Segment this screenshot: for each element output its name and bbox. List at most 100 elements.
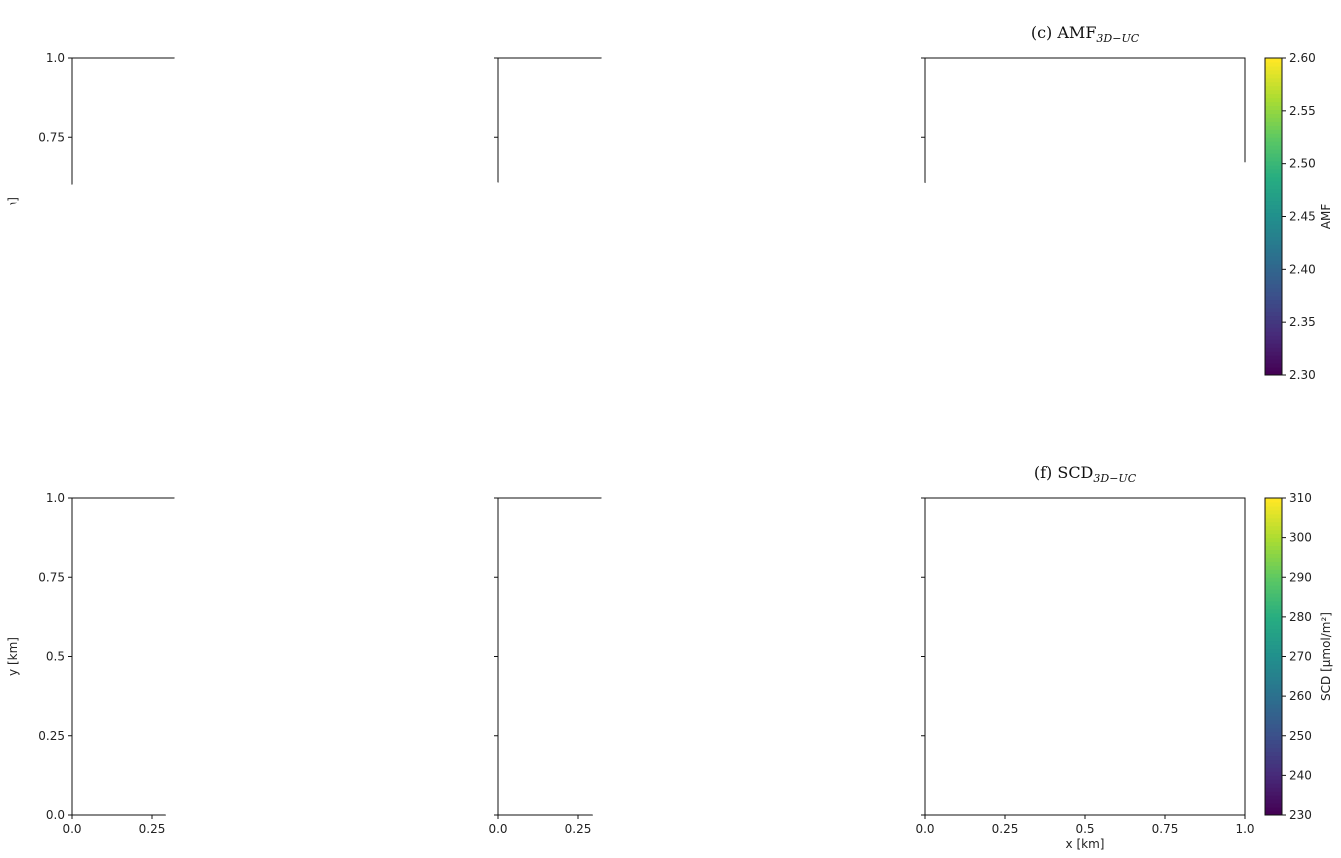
colorbar-step xyxy=(1265,735,1282,741)
x-tick-label: 0.0 xyxy=(488,822,507,836)
colorbar-step xyxy=(1265,557,1282,562)
y-tick-label: 1.0 xyxy=(46,51,65,65)
colorbar-step xyxy=(1265,192,1282,198)
colorbar-tick-label: 300 xyxy=(1289,531,1312,545)
colorbar-step xyxy=(1265,359,1282,364)
x-tick-label: 0.25 xyxy=(565,822,592,836)
colorbar-tick-label: 2.30 xyxy=(1289,368,1316,382)
colorbar-step xyxy=(1265,184,1282,190)
title: (f) SCD3D−UC xyxy=(1034,463,1137,485)
colorbar-step xyxy=(1265,228,1282,233)
colorbar-step xyxy=(1265,743,1282,749)
colorbar-step xyxy=(1265,168,1282,174)
colorbar-step xyxy=(1265,113,1282,118)
colorbar-step xyxy=(1265,236,1282,241)
road-overlay xyxy=(925,498,1245,815)
colorbar-step xyxy=(1265,125,1282,130)
colorbar-tick-label: 2.35 xyxy=(1289,315,1316,329)
colorbar-step xyxy=(1265,363,1282,368)
colorbar-step xyxy=(1265,271,1282,277)
colorbar-tick-label: 310 xyxy=(1289,491,1312,505)
panel-title: (c) AMF3D−UC xyxy=(1031,23,1140,45)
colorbar-2: 230 240 250 260 270 280 290 300 310 SCD [μmol/m²] xyxy=(1264,491,1333,822)
colorbar-step xyxy=(1265,636,1282,642)
colorbar-step xyxy=(1265,145,1282,150)
colorbar-step xyxy=(1265,58,1282,63)
colorbar-step xyxy=(1265,268,1282,273)
colorbar-step xyxy=(1265,335,1282,340)
colorbar-step xyxy=(1265,783,1282,788)
colorbar-step xyxy=(1265,569,1282,574)
colorbar-step xyxy=(1265,252,1282,257)
colorbar-step xyxy=(1265,759,1282,764)
colorbar-step xyxy=(1265,739,1282,745)
colorbar-step xyxy=(1265,612,1282,618)
colorbar-step xyxy=(1265,719,1282,725)
colorbar-step xyxy=(1265,648,1282,654)
colorbar-step xyxy=(1265,731,1282,737)
colorbar-step xyxy=(1265,771,1282,776)
colorbar-step xyxy=(1265,260,1282,265)
colorbar-tick-label: 280 xyxy=(1289,610,1312,624)
colorbar-step xyxy=(1265,660,1282,665)
colorbar-1: 2.30 2.35 2.40 2.45 2.50 2.55 2.60 AMF xyxy=(1264,51,1333,382)
colorbar-step xyxy=(1265,549,1282,554)
colorbar-step xyxy=(1265,196,1282,202)
colorbar-step xyxy=(1265,97,1282,103)
colorbar-step xyxy=(1265,157,1282,162)
colorbar-step xyxy=(1265,275,1282,281)
colorbar-step xyxy=(1265,688,1282,693)
y-tick-label: 0.0 xyxy=(46,808,65,822)
colorbar-step xyxy=(1265,216,1282,221)
colorbar-step xyxy=(1265,224,1282,229)
colorbar-step xyxy=(1265,652,1282,657)
colorbar-step xyxy=(1265,347,1282,352)
colorbar-step xyxy=(1265,141,1282,146)
colorbar-step xyxy=(1265,608,1282,614)
title: (c) AMF3D−UC xyxy=(1031,23,1140,45)
colorbar-step xyxy=(1265,176,1282,182)
colorbar-step xyxy=(1265,755,1282,761)
colorbar-step xyxy=(1265,323,1282,328)
colorbar-step xyxy=(1265,597,1282,602)
colorbar-step xyxy=(1265,537,1282,543)
colorbar-tick-label: 290 xyxy=(1289,570,1312,584)
colorbar-step xyxy=(1265,61,1282,67)
colorbar-step xyxy=(1265,501,1282,507)
colorbar-step xyxy=(1265,676,1282,681)
colorbar-step xyxy=(1265,807,1282,812)
colorbar-step xyxy=(1265,680,1282,685)
colorbar-step xyxy=(1265,692,1282,697)
colorbar-step xyxy=(1265,573,1282,578)
colorbar-step xyxy=(1265,291,1282,297)
colorbar-step xyxy=(1265,727,1282,733)
colorbar-step xyxy=(1265,371,1282,376)
colorbar-step xyxy=(1265,343,1282,348)
colorbar-step xyxy=(1265,529,1282,535)
x-tick-label: 0.25 xyxy=(139,822,166,836)
x-axis-label: x [km] xyxy=(1066,837,1105,851)
colorbar-step xyxy=(1265,121,1282,126)
colorbar-step xyxy=(1265,279,1282,285)
colorbar-step xyxy=(1265,577,1282,582)
colorbar-step xyxy=(1265,367,1282,372)
colorbar-step xyxy=(1265,779,1282,784)
colorbar-label: SCD [μmol/m²] xyxy=(1319,612,1333,701)
colorbar-step xyxy=(1265,775,1282,780)
colorbar-tick-label: 2.55 xyxy=(1289,104,1316,118)
colorbar-step xyxy=(1265,129,1282,134)
colorbar-step xyxy=(1265,65,1282,71)
colorbar-step xyxy=(1265,751,1282,757)
colorbar-step xyxy=(1265,307,1282,313)
colorbar-step xyxy=(1265,295,1282,301)
colorbar-step xyxy=(1265,149,1282,154)
colorbar-step xyxy=(1265,232,1282,237)
colorbar-tick-label: 260 xyxy=(1289,689,1312,703)
colorbar-step xyxy=(1265,656,1282,661)
colorbar-step xyxy=(1265,244,1282,249)
colorbar-step xyxy=(1265,704,1282,709)
x-tick-label: 0.5 xyxy=(1075,822,1094,836)
colorbar-step xyxy=(1265,799,1282,804)
colorbar-step xyxy=(1265,668,1282,673)
